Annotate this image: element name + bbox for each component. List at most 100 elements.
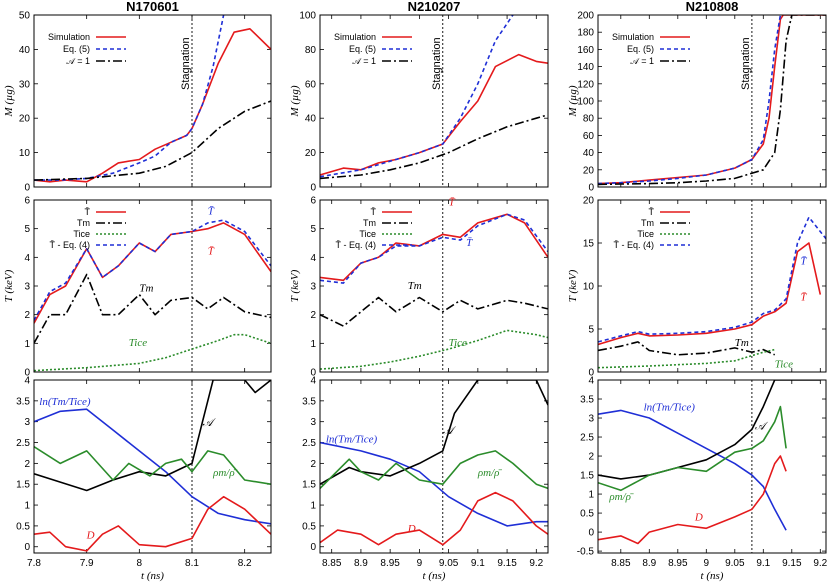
y-tick-label: 40 [19,45,31,56]
y-tick-label: 1.5 [580,471,594,482]
y-tick-label: 0 [588,183,594,194]
annotation: 𝒜 [443,425,457,437]
plot-frame [597,14,827,188]
series-line [34,495,271,552]
y-tick-label: 2 [310,310,316,321]
annotation: 𝒜 [755,420,769,432]
series-group [34,15,271,183]
y-tick-label: 0 [310,183,316,194]
series-line [320,114,548,180]
y-tick-label: 100 [577,97,594,108]
y-tick-label: 4 [24,376,30,387]
series-line [34,380,271,492]
y-tick-label: 0 [24,542,30,553]
x-tick-label: 9 [417,558,423,569]
x-tick-label: 9.2 [529,558,543,569]
annotation: T̄ [449,197,456,209]
legend-label: T̄ [649,207,655,217]
y-tick-label: 30 [19,79,31,90]
plot-frame [33,199,272,373]
y-tick-label: 0 [310,542,316,553]
legend-label: T̄ - Eq. (4) [49,240,90,250]
annotation: ln(Tm/Tice) [644,401,696,413]
legend-label: 𝒜 = 1 [630,56,654,66]
y-tick-label: 140 [577,62,594,73]
y-tick-label: 80 [305,45,317,56]
y-tick-label: 60 [583,131,595,142]
y-tick-label: 2 [588,452,594,463]
x-tick-label: 8.2 [238,558,252,569]
annotation: Tm [139,283,153,295]
x-tick-label: 9 [704,558,710,569]
y-tick-label: 120 [577,79,594,90]
panel: 0 20 40 60 80 100 120 140 160 180 200 Stagnation M (… [567,11,827,194]
y-axis-label: T (keV) [3,269,15,302]
annotation: T̄ [800,292,807,304]
y-tick-label: 0 [24,183,30,194]
annotation: ρm/ρ̄ [608,491,634,503]
y-tick-label: 6 [24,196,30,207]
y-tick-label: 3 [24,282,30,293]
y-tick-label: 0 [310,368,316,379]
y-tick-label: 20 [583,196,595,207]
series-line [34,27,271,183]
y-tick-label: 40 [583,148,595,159]
y-axis-label: M (µg) [289,85,301,117]
legend-label: T̄ [85,207,91,217]
y-tick-label: 20 [19,114,31,125]
y-tick-label: 2 [310,459,316,470]
x-tick-label: 9.15 [497,558,517,569]
x-axis-label: t (ns) [423,570,446,582]
y-axis-label: T (keV) [289,269,301,302]
y-tick-label: 20 [583,165,595,176]
x-axis-label: t (ns) [141,570,164,582]
y-tick-label: 3 [24,417,30,428]
series-group [598,15,826,186]
y-tick-label: 4 [588,376,594,387]
series-line [34,333,271,372]
x-tick-label: 8.85 [322,558,342,569]
annotation: ln(Tm/Tice) [326,434,378,446]
y-tick-label: 2 [24,310,30,321]
y-tick-label: 2.5 [302,438,316,449]
series-line [598,15,826,185]
y-tick-label: 15 [583,239,595,250]
annotation: ρm/ρ̄ [212,467,238,479]
series-line [320,491,548,546]
series-line [320,329,548,370]
x-tick-label: 7.8 [27,558,41,569]
y-tick-label: 2.5 [16,438,30,449]
legend-label: Simulation [334,32,376,42]
series-line [598,242,822,346]
y-tick-label: 2 [24,459,30,470]
legend-label: Eq. (5) [349,44,376,54]
y-tick-label: 0 [24,368,30,379]
series-group [320,15,548,180]
panel: 0 0.5 1 1.5 2 2.5 3 3.5 4 7.8 7.9 8 8.1 8.2 ln(Tm/Tice… [16,376,272,569]
x-tick-label: 8.1 [185,558,199,569]
y-tick-label: 3.5 [16,396,30,407]
series-line [320,213,548,284]
legend-label: T̄ [371,207,377,217]
plot-frame [597,199,827,373]
y-tick-label: 200 [577,11,594,22]
legend-label: Tm [363,218,376,228]
annotation: ρm/ρ̄ [477,467,503,479]
y-tick-label: -0.5 [577,547,595,558]
x-tick-label: 8.9 [642,558,656,569]
annotation: Tice [449,337,467,349]
y-tick-label: 1 [310,501,316,512]
stagnation-label: Stagnation [740,37,752,90]
y-tick-label: 1 [588,490,594,501]
y-tick-label: 3.5 [580,395,594,406]
annotation: T̄ [208,205,215,217]
annotation: Tice [775,359,793,371]
annotation: Tm [408,280,422,292]
y-axis-label: T (keV) [567,269,579,302]
y-tick-label: 0.5 [580,509,594,520]
annotation: D [694,512,703,524]
legend-label: Simulation [612,32,654,42]
